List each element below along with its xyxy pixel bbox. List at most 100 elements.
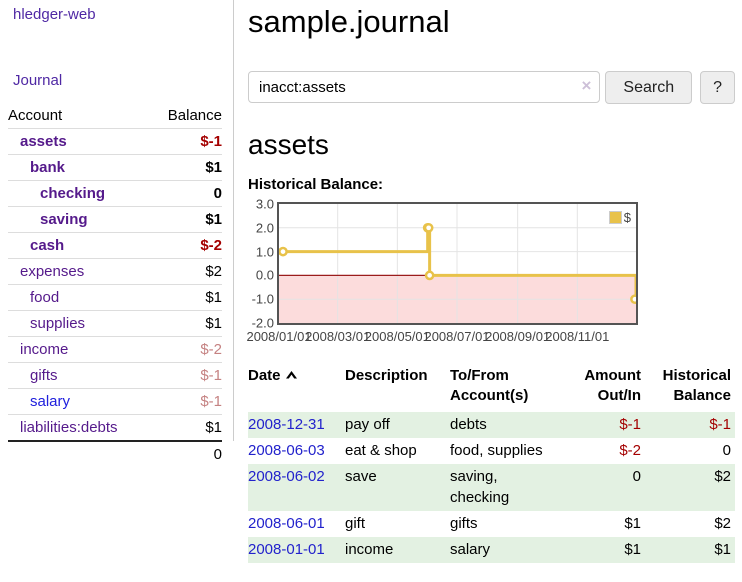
transaction-date-link[interactable]: 2008-01-01: [248, 541, 325, 558]
transaction-accounts: food, supplies: [450, 442, 543, 459]
accounts-total-row: 0: [8, 440, 222, 467]
y-tick-label: -2.0: [251, 315, 274, 331]
transaction-date-link[interactable]: 2008-06-01: [248, 515, 325, 532]
transaction-accounts: saving, checking: [450, 468, 510, 506]
chart-plot-area[interactable]: $: [277, 202, 638, 325]
page-title: sample.journal: [248, 4, 450, 39]
transaction-amount: $-1: [619, 416, 641, 433]
account-row: income $-2: [8, 336, 222, 363]
transaction-description: eat & shop: [345, 442, 417, 459]
register-header-amount: Amount Out/In: [584, 367, 641, 404]
x-tick-label: 2008/11/01: [545, 329, 610, 344]
account-balance: $1: [151, 284, 222, 311]
sidebar: hledger-web Journal Account Balance asse…: [0, 0, 233, 467]
account-balance: 0: [151, 180, 222, 207]
transaction-accounts: debts: [450, 416, 487, 433]
account-balance: $-1: [151, 128, 222, 155]
account-balance: $-2: [151, 336, 222, 363]
account-balance: $1: [151, 154, 222, 181]
help-button[interactable]: ?: [700, 71, 735, 104]
search-form: × Search ?: [248, 71, 735, 104]
sidebar-item-journal[interactable]: Journal: [13, 72, 63, 89]
app-title-link[interactable]: hledger-web: [13, 6, 96, 23]
account-balance: $1: [151, 414, 222, 442]
historical-balance-chart: 3.0 2.0 1.0 0.0 -1.0 -2.0 $ 2008/01/01 2008/03…: [246, 198, 735, 345]
chart-title: Historical Balance:: [248, 176, 384, 193]
transaction-amount: $1: [624, 541, 641, 558]
account-heading: assets: [248, 129, 329, 160]
account-balance: $-1: [151, 388, 222, 415]
x-tick-label: 2008/05/01: [364, 329, 430, 344]
transaction-balance: $1: [714, 541, 731, 558]
account-balance: $2: [151, 258, 222, 285]
account-row: gifts $-1: [8, 362, 222, 389]
x-tick-label: 2008/01/01: [246, 329, 312, 344]
search-input[interactable]: [248, 71, 601, 103]
register-header-date: Date: [248, 364, 345, 412]
register-row: 2008-06-03 eat & shop food, supplies $-2…: [248, 438, 735, 464]
transaction-accounts: salary: [450, 541, 491, 558]
transaction-date-link[interactable]: 2008-06-03: [248, 442, 325, 459]
account-row: salary $-1: [8, 388, 222, 415]
account-balance: $-2: [151, 232, 222, 259]
account-link-income[interactable]: income: [20, 341, 69, 358]
register-table: Date Description To/From Account(s) Amou…: [248, 364, 735, 563]
legend-swatch-icon: [608, 211, 622, 224]
y-tick-label: 2.0: [255, 220, 274, 236]
clear-search-icon[interactable]: ×: [581, 76, 592, 95]
accounts-table: Account Balance assets $-1 bank $1 check…: [8, 103, 222, 467]
account-row: supplies $1: [8, 310, 222, 337]
account-row: cash $-2: [8, 232, 222, 259]
x-tick-label: 2008/03/01: [305, 329, 371, 344]
account-link-gifts[interactable]: gifts: [30, 367, 58, 384]
account-link-liabilities-debts[interactable]: liabilities:debts: [20, 419, 118, 436]
y-tick-label: 0.0: [255, 267, 274, 283]
account-link-expenses[interactable]: expenses: [20, 263, 85, 280]
y-tick-label: 3.0: [255, 196, 274, 212]
account-row: saving $1: [8, 206, 222, 233]
transaction-description: income: [345, 541, 394, 558]
y-tick-label: -1.0: [251, 291, 274, 307]
transaction-balance: 0: [722, 442, 731, 459]
register-header-description: Description: [345, 367, 428, 384]
register-row: 2008-06-02 save saving, checking 0 $2: [248, 464, 735, 511]
sidebar-divider: [233, 0, 234, 441]
search-button[interactable]: Search: [605, 71, 693, 104]
account-link-saving[interactable]: saving: [40, 211, 88, 228]
account-link-checking[interactable]: checking: [40, 185, 106, 202]
account-link-cash[interactable]: cash: [30, 237, 65, 254]
account-row: liabilities:debts $1: [8, 414, 222, 442]
account-row: food $1: [8, 284, 222, 311]
register-header-accounts: To/From Account(s): [450, 367, 529, 404]
account-link-assets[interactable]: assets: [20, 133, 67, 150]
account-balance: $-1: [151, 362, 222, 389]
account-link-salary[interactable]: salary: [30, 393, 71, 410]
account-link-food[interactable]: food: [30, 289, 60, 306]
account-link-supplies[interactable]: supplies: [30, 315, 86, 332]
transaction-balance: $-1: [709, 416, 731, 433]
register-row: 2008-12-31 pay off debts $-1 $-1: [248, 412, 735, 438]
register-row: 2008-01-01 income salary $1 $1: [248, 537, 735, 563]
account-link-bank[interactable]: bank: [30, 159, 66, 176]
account-row: checking 0: [8, 180, 222, 207]
x-tick-label: 2008/07/01: [424, 329, 490, 344]
legend-label: $: [623, 210, 631, 225]
account-balance: $1: [151, 310, 222, 337]
accounts-header-balance: Balance: [151, 103, 222, 129]
chart-legend: $: [607, 210, 632, 225]
account-row: expenses $2: [8, 258, 222, 285]
transaction-date-link[interactable]: 2008-12-31: [248, 416, 325, 433]
transaction-date-link[interactable]: 2008-06-02: [248, 468, 325, 485]
sort-ascending-icon: [285, 367, 298, 387]
transaction-balance: $2: [714, 515, 731, 532]
main-content: sample.journal × Search ? assets Histori…: [246, 0, 735, 563]
accounts-header-account: Account: [8, 103, 152, 129]
account-row: assets $-1: [8, 128, 222, 155]
account-balance: $1: [151, 206, 222, 233]
transaction-description: save: [345, 468, 377, 485]
transaction-balance: $2: [714, 468, 731, 485]
y-tick-label: 1.0: [255, 244, 274, 260]
transaction-description: pay off: [345, 416, 390, 433]
register-header-balance: Historical Balance: [662, 367, 731, 404]
register-row: 2008-06-01 gift gifts $1 $2: [248, 511, 735, 537]
